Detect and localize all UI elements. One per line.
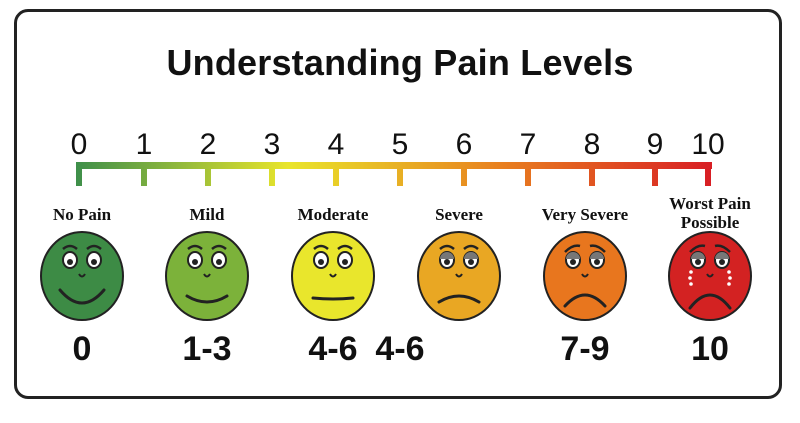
- scale-tick-label: 6: [456, 128, 473, 161]
- pain-range-label: 10: [691, 330, 729, 368]
- scale-tick: [705, 162, 711, 186]
- pain-range-label: 1-3: [182, 330, 231, 368]
- scale-tick-label: 5: [392, 128, 409, 161]
- pain-range-label: 7-9: [560, 330, 609, 368]
- face-label: Mild: [190, 205, 225, 224]
- scale-tick: [525, 162, 531, 186]
- scale-tick: [652, 162, 658, 186]
- scale-tick-label: 0: [71, 128, 88, 161]
- face-smile-icon: [165, 231, 249, 321]
- face-label: Severe: [435, 205, 483, 224]
- scale-tick: [589, 162, 595, 186]
- page-title: Understanding Pain Levels: [166, 42, 634, 83]
- face-neutral-icon: [291, 231, 375, 321]
- scale-tick-label: 10: [691, 128, 724, 161]
- scale-tick-label: 7: [520, 128, 537, 161]
- scale-tick: [76, 162, 82, 186]
- scale-tick-label: 1: [136, 128, 153, 161]
- scale-tick-label: 8: [584, 128, 601, 161]
- scale-bar: [76, 162, 712, 169]
- scale-tick-label: 2: [200, 128, 217, 161]
- scale-tick: [461, 162, 467, 186]
- scale-tick: [397, 162, 403, 186]
- scale-tick: [141, 162, 147, 186]
- face-label: No Pain: [53, 205, 112, 224]
- face-crying-icon: [668, 231, 752, 321]
- face-label: Worst Pain: [669, 194, 751, 213]
- pain-range-label: 4-6: [308, 330, 357, 368]
- face-label: Very Severe: [542, 205, 629, 224]
- scale-tick-label: 4: [328, 128, 345, 161]
- scale-tick-label: 9: [647, 128, 664, 161]
- scale-tick: [333, 162, 339, 186]
- pain-range-label: 0: [73, 330, 92, 368]
- face-label: Moderate: [298, 205, 369, 224]
- face-frown-icon: [543, 231, 627, 321]
- card-frame: [14, 9, 782, 399]
- face-label: Possible: [681, 213, 740, 232]
- scale-tick-label: 3: [264, 128, 281, 161]
- scale-tick: [269, 162, 275, 186]
- face-big-smile-icon: [40, 231, 124, 321]
- scale-tick: [205, 162, 211, 186]
- face-slight-frown-icon: [417, 231, 501, 321]
- pain-range-label: 4-6: [375, 330, 424, 368]
